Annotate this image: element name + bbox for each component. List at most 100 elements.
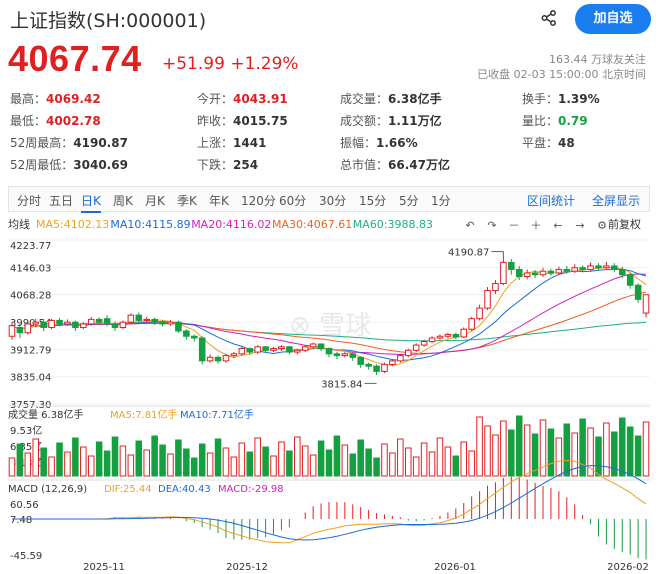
stat-item: 最低：4002.78 (10, 112, 101, 129)
zoom-out-icon[interactable]: － (509, 219, 520, 232)
stat-item: 下跌：254 (197, 156, 258, 173)
volume-bar (626, 426, 634, 477)
stat-item: 总市值：66.47万亿 (340, 156, 450, 173)
macd-dif-label: DIF:25.44 (104, 484, 152, 495)
tab-30分[interactable]: 30分 (319, 194, 347, 208)
candle-body (175, 321, 182, 332)
candle-body (381, 363, 388, 372)
candle-body (246, 348, 254, 353)
share-icon[interactable] (540, 9, 558, 27)
stat-label: 振幅： (340, 136, 377, 150)
volume-bar (508, 429, 515, 477)
followers-count: 163.44 万球友关注 (549, 53, 646, 66)
candle-body (103, 318, 111, 325)
volume-bar (365, 448, 372, 477)
candle-body (428, 337, 436, 343)
volume-bar (404, 447, 412, 477)
volume-bar (642, 421, 650, 477)
stat-item: 成交额：1.11万亿 (340, 112, 442, 129)
stat-label: 最低： (10, 114, 47, 128)
candle-body (222, 355, 230, 362)
volume-bar (500, 420, 507, 477)
settings-icon[interactable]: ⚙ (597, 219, 607, 232)
stat-label: 成交额： (340, 114, 389, 128)
tab-周K[interactable]: 周K (113, 194, 133, 208)
tab-年K[interactable]: 年K (209, 194, 229, 208)
low-annotation: 3815.84 (321, 379, 362, 390)
tab-月K[interactable]: 月K (145, 194, 165, 208)
add-watchlist-button[interactable]: 加自选 (575, 4, 651, 34)
candle-body (603, 265, 610, 269)
candle-body (579, 267, 586, 270)
volume-bar (603, 422, 610, 477)
high-annotation: 4190.87 (448, 248, 489, 259)
tab-五日[interactable]: 五日 (49, 194, 74, 208)
candle-body (317, 343, 325, 350)
stat-item: 换手：1.39% (522, 90, 600, 107)
y-tick-label: 3912.79 (10, 345, 51, 356)
candle-body (484, 290, 491, 309)
stat-value: 4002.78 (46, 114, 101, 128)
candle-body (404, 349, 412, 357)
candle-body (143, 318, 150, 321)
tab-5分[interactable]: 5分 (399, 194, 419, 208)
candle-body (460, 328, 468, 338)
candle-body (127, 314, 135, 323)
candle-body (24, 323, 32, 334)
stat-value: 3040.69 (73, 158, 128, 172)
volume-bar (325, 449, 333, 477)
tab-60分[interactable]: 60分 (279, 194, 307, 208)
stat-item: 振幅：1.66% (340, 134, 418, 151)
candle-body (476, 307, 483, 320)
volume-bar (95, 441, 103, 477)
volume-bar (563, 423, 571, 477)
candle-body (436, 335, 444, 339)
volume-bar (555, 437, 563, 477)
pan-left-icon[interactable]: ← (553, 219, 562, 232)
legend-ma20: MA20:4116.02 (191, 218, 271, 231)
volume-bar (16, 443, 24, 477)
zoom-in-icon[interactable]: ＋ (531, 219, 542, 232)
volume-bar (214, 438, 222, 477)
stats-row: 最低：4002.78 昨收：4015.75 成交额：1.11万亿 量比：0.79 (10, 112, 650, 134)
stat-label: 上涨： (197, 136, 234, 150)
tab-15分[interactable]: 15分 (359, 194, 387, 208)
kline-chart[interactable]: 均线 MA5:4102.13 MA10:4115.89 MA20:4116.02 MA3… (0, 214, 658, 574)
volume-bar (48, 456, 55, 477)
tab-120分[interactable]: 120分 (241, 194, 276, 208)
volume-bar (309, 454, 317, 477)
range-stats-link[interactable]: 区间统计 (527, 194, 576, 208)
tab-分时[interactable]: 分时 (17, 194, 42, 208)
volume-bar (492, 434, 499, 477)
undo-icon[interactable]: ↶ (465, 219, 474, 232)
candle-body (32, 321, 40, 325)
candle-body (365, 363, 372, 367)
stat-label: 52周最高： (10, 136, 74, 150)
volume-bar (587, 427, 594, 477)
watermark-logo: ⊗ 雪球 (289, 311, 371, 341)
volume-bar (238, 442, 246, 477)
volume-bar (436, 437, 444, 477)
tab-日K[interactable]: 日K (81, 192, 101, 213)
stat-label: 52周最低： (10, 158, 74, 172)
candle-body (206, 356, 214, 362)
stat-value: 254 (233, 158, 259, 172)
macd-title: MACD (12,26,9) (8, 484, 87, 495)
volume-bar (87, 455, 95, 477)
redo-icon[interactable]: ↷ (487, 219, 496, 232)
macd-y-tick: -45.59 (10, 551, 42, 562)
volume-bar (286, 450, 293, 477)
volume-bar (428, 451, 436, 477)
volume-bar (484, 425, 491, 477)
stats-row: 52周最低：3040.69 下跌：254 总市值：66.47万亿 (10, 156, 650, 178)
tab-1分[interactable]: 1分 (431, 194, 451, 208)
volume-bar (547, 428, 555, 477)
fullscreen-link[interactable]: 全屏显示 (592, 194, 641, 208)
adjust-button[interactable]: 前复权 (608, 217, 641, 231)
stats-row: 最高：4069.42 今开：4043.91 成交量：6.38亿手 换手：1.39% (10, 90, 650, 112)
ma-label: 均线 (8, 217, 30, 231)
pan-right-icon[interactable]: → (575, 219, 584, 232)
tab-季K[interactable]: 季K (177, 194, 197, 208)
volume-bar (127, 454, 135, 477)
stat-value: 4190.87 (73, 136, 128, 150)
